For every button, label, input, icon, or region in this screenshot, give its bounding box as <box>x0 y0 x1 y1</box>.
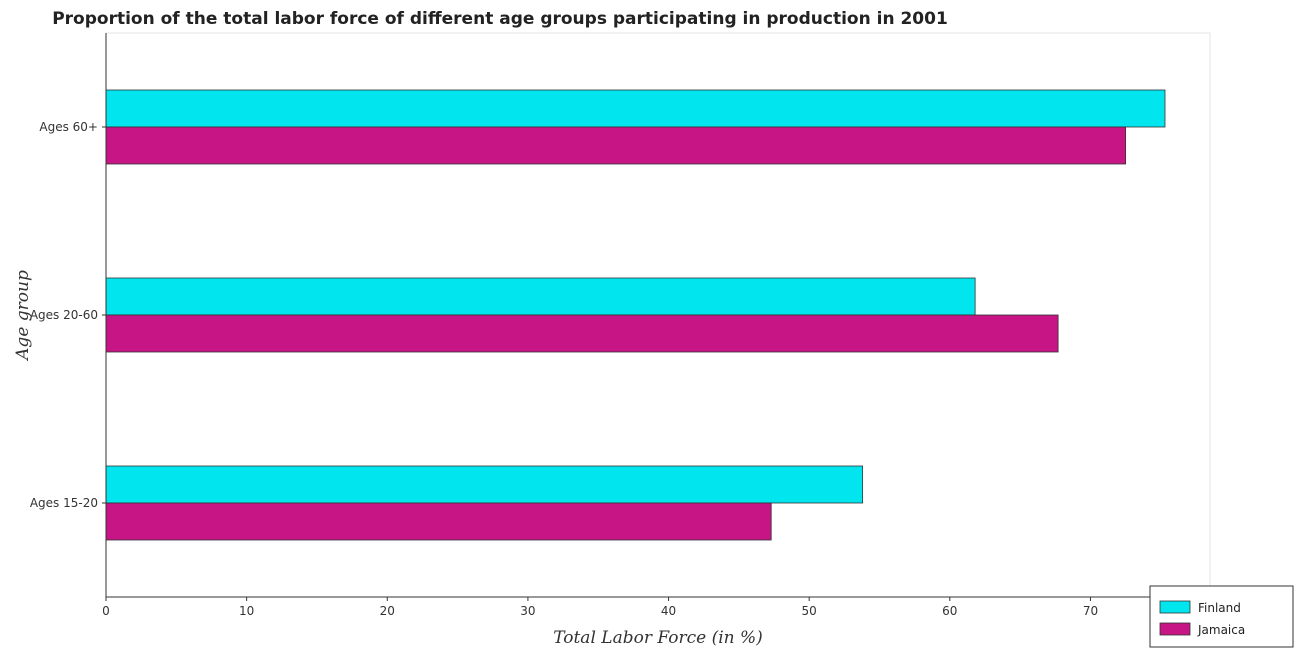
bar-jamaica-ages-20-60 <box>105 314 1059 353</box>
legend-swatch-jamaica <box>1159 622 1191 636</box>
legend-label-finland: Finland <box>1198 601 1241 615</box>
bar-jamaica-ages-15-20 <box>105 502 772 541</box>
x-tick-label: 40 <box>661 604 676 618</box>
y-tick-label: Ages 15-20 <box>30 496 98 510</box>
x-tick-label: 20 <box>380 604 395 618</box>
x-tick-label: 30 <box>520 604 535 618</box>
legend-label-jamaica: Jamaica <box>1197 623 1245 637</box>
x-tick-label: 70 <box>1083 604 1098 618</box>
legend: Finland Jamaica <box>1149 585 1294 648</box>
x-tick-label: 60 <box>942 604 957 618</box>
x-tick-label: 0 <box>102 604 110 618</box>
x-tick-label: 50 <box>802 604 817 618</box>
legend-box <box>1149 585 1294 648</box>
bar-finland-ages-15-20 <box>105 465 864 504</box>
bar-jamaica-ages-60 <box>105 126 1127 165</box>
y-axis-label: Age group <box>13 270 33 362</box>
x-tick-label: 10 <box>239 604 254 618</box>
bar-finland-ages-20-60 <box>105 277 976 316</box>
legend-swatch-finland <box>1159 600 1191 614</box>
y-tick-label: Ages 60+ <box>39 120 98 134</box>
y-tick-label: Ages 20-60 <box>30 308 98 322</box>
x-axis-label: Total Labor Force (in %) <box>553 628 763 648</box>
chart-title: Proportion of the total labor force of d… <box>52 9 948 29</box>
bar-finland-ages-60 <box>105 89 1166 128</box>
